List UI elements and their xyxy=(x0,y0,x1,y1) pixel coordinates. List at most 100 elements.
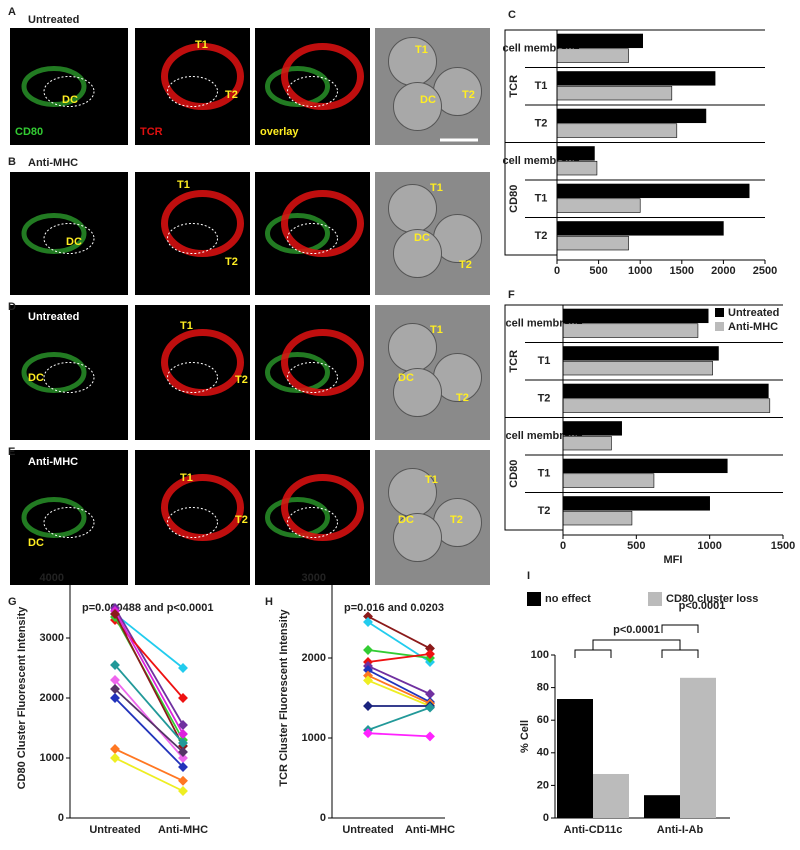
tcr-signal xyxy=(161,190,244,257)
point xyxy=(425,643,435,654)
y-tick-label: 3000 xyxy=(302,572,326,584)
cell-outline xyxy=(43,362,95,393)
cell-label: T2 xyxy=(450,514,463,526)
x-tick-label: 1000 xyxy=(697,540,721,552)
tcr-signal xyxy=(281,474,364,541)
cell xyxy=(393,229,442,278)
point xyxy=(178,747,188,757)
panel-letter: E xyxy=(8,446,15,458)
point xyxy=(363,728,373,739)
point xyxy=(425,649,435,659)
y-axis-label: % Cell xyxy=(519,720,531,753)
pair-line xyxy=(367,653,431,663)
x-tick-label: 1500 xyxy=(670,265,694,277)
point xyxy=(178,753,188,763)
category-label: T2 xyxy=(538,505,551,517)
cell xyxy=(388,37,437,86)
x-tick-label: Untreated xyxy=(89,824,140,836)
y-tick-label: 100 xyxy=(531,649,549,661)
micrograph xyxy=(10,450,128,585)
y-tick-label: 2000 xyxy=(40,692,64,704)
point xyxy=(178,775,188,786)
point xyxy=(363,675,373,686)
channel-label: overlay xyxy=(260,126,299,138)
tcr-signal xyxy=(161,329,244,396)
x-tick-label: 500 xyxy=(627,540,645,552)
point xyxy=(178,663,188,673)
legend-swatch xyxy=(715,308,724,317)
y-tick-label: 20 xyxy=(537,779,549,791)
bar xyxy=(562,346,719,361)
cd80-signal xyxy=(21,66,87,107)
point xyxy=(110,684,120,694)
cell-label: T1 xyxy=(430,324,443,336)
x-tick-label: Anti-I-Ab xyxy=(657,824,704,836)
annotation: p<0.0001 xyxy=(613,624,660,636)
y-tick-label: 3000 xyxy=(40,632,64,644)
point xyxy=(178,762,188,772)
cell-outline xyxy=(43,223,95,254)
x-tick-label: 0 xyxy=(554,265,560,277)
bar xyxy=(562,458,728,474)
cell-label: DC xyxy=(62,94,78,106)
cell xyxy=(393,368,442,417)
legend-label: no effect xyxy=(545,593,591,605)
legend-label: CD80 cluster loss xyxy=(666,593,758,605)
bar xyxy=(593,773,629,818)
y-axis-label: TCR Cluster Fluorescent Intensity xyxy=(278,608,290,786)
pair-line xyxy=(367,649,431,659)
pair-line xyxy=(367,732,431,738)
cell-label: DC xyxy=(398,514,414,526)
pair-line xyxy=(114,748,184,782)
channel-label: CD80 xyxy=(15,126,43,138)
condition-label: Anti-MHC xyxy=(28,157,78,169)
point xyxy=(178,729,188,739)
bar xyxy=(562,473,655,488)
cell-outline xyxy=(287,76,338,107)
cell-label: T2 xyxy=(235,514,248,526)
micrograph xyxy=(135,305,250,440)
point xyxy=(110,753,120,763)
cell-label: T2 xyxy=(462,89,475,101)
y-tick-label: 0 xyxy=(320,812,326,824)
micrograph xyxy=(255,172,370,295)
annotation: p=0.000488 and p<0.0001 xyxy=(82,602,213,614)
pair-line xyxy=(367,615,431,650)
bar xyxy=(562,421,622,436)
cell-label: T1 xyxy=(180,472,193,484)
legend-swatch xyxy=(648,592,662,606)
bar xyxy=(644,795,680,818)
bar xyxy=(562,435,612,451)
micrograph xyxy=(135,172,250,295)
cell-label: DC xyxy=(414,232,430,244)
category-label: T2 xyxy=(535,230,548,242)
bar xyxy=(556,71,716,86)
panel-letter: A xyxy=(8,6,16,18)
pair-line xyxy=(367,669,431,703)
bar xyxy=(556,85,673,101)
bar xyxy=(556,123,678,138)
cell-label: DC xyxy=(28,537,44,549)
cd80-signal xyxy=(21,213,87,254)
bar xyxy=(562,496,710,511)
point xyxy=(178,738,188,748)
bar xyxy=(562,510,633,526)
point xyxy=(110,660,120,670)
micrograph xyxy=(10,305,128,440)
cd80-signal xyxy=(21,497,87,538)
cell-outline xyxy=(167,76,218,107)
point xyxy=(363,645,373,655)
bar xyxy=(556,48,629,63)
cd80-signal xyxy=(265,352,330,393)
x-tick-label: 2000 xyxy=(711,265,735,277)
category-label: T2 xyxy=(538,393,551,405)
cell-label: DC xyxy=(420,94,436,106)
tcr-signal xyxy=(281,329,364,396)
channel-label: TCR xyxy=(140,126,163,138)
tcr-signal xyxy=(281,190,364,257)
cell-label: T1 xyxy=(180,320,193,332)
x-tick-label: 500 xyxy=(589,265,607,277)
cell-label: T1 xyxy=(425,474,438,486)
point xyxy=(363,617,373,627)
bar xyxy=(562,383,769,399)
